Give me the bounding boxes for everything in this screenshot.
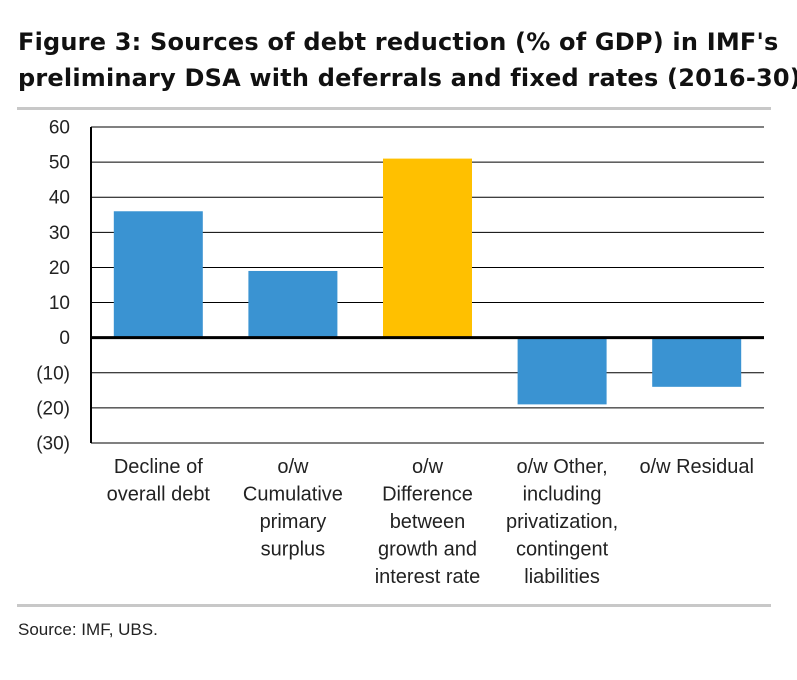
chart-title-line-2: preliminary DSA with deferrals and fixed…: [18, 64, 797, 92]
bar: [517, 337, 607, 405]
y-tick-label: (20): [36, 398, 70, 419]
x-category-label-line: Cumulative: [243, 484, 343, 506]
bar: [383, 158, 472, 338]
y-tick-label: 10: [49, 293, 70, 314]
y-tick-label: 40: [49, 188, 70, 209]
x-category-label-line: interest rate: [375, 566, 481, 588]
chart-title: Figure 3: Sources of debt reduction (% o…: [18, 24, 797, 96]
x-category-label-line: overall debt: [107, 484, 211, 506]
bar-chart: 60 50 40 30 20 10 0 (10) (20) (30) Decline of overa…: [36, 118, 764, 588]
x-category-label-line: including: [523, 484, 602, 506]
x-category-label-line: privatization,: [506, 511, 618, 533]
x-category-label-line: growth and: [378, 539, 477, 561]
top-divider: [17, 107, 771, 110]
y-tick-label: (10): [36, 363, 70, 384]
y-tick-label: 60: [49, 118, 70, 139]
y-tick-label: (30): [36, 434, 70, 455]
chart-title-line-1: Figure 3: Sources of debt reduction (% o…: [18, 28, 779, 56]
x-category-label: o/w Other, including privatization, conting…: [506, 456, 618, 588]
y-tick-label: 50: [49, 153, 70, 174]
source-note: Source: IMF, UBS.: [18, 620, 158, 639]
x-category-label: o/w Cumulative primary surplus: [243, 456, 343, 561]
x-category-label-line: contingent: [516, 539, 609, 561]
bar: [248, 270, 338, 338]
x-category-label-line: o/w Residual: [639, 456, 754, 478]
x-category-label-line: o/w Other,: [517, 456, 608, 478]
bar: [652, 337, 742, 387]
x-category-label: o/w Residual: [639, 456, 754, 478]
x-category-label-line: primary: [260, 511, 327, 533]
x-category-label-line: surplus: [261, 539, 325, 561]
bottom-divider: [17, 604, 771, 607]
x-category-label-line: o/w: [412, 456, 444, 478]
y-tick-label: 20: [49, 258, 70, 279]
y-tick-label: 30: [49, 223, 70, 244]
x-category-label-line: liabilities: [524, 566, 600, 588]
y-tick-label: 0: [59, 328, 70, 349]
x-category-label-line: Difference: [382, 484, 473, 506]
x-category-label-line: Decline of: [114, 456, 203, 478]
bar: [113, 211, 203, 338]
x-category-label-line: between: [390, 511, 466, 533]
x-category-label: Decline of overall debt: [107, 456, 211, 506]
x-category-label: o/w Difference between growth and interest r…: [375, 456, 481, 588]
x-category-label-line: o/w: [277, 456, 309, 478]
